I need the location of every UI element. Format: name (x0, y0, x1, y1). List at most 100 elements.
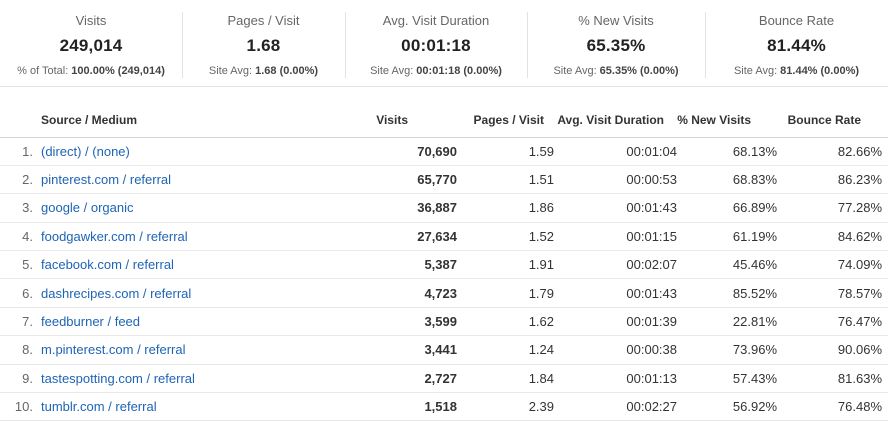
table-row: 5. facebook.com / referral 5,387 1.91 00:02:… (0, 250, 888, 280)
row-rank: 7. (0, 307, 33, 337)
avg-visit-duration-value: 00:01:15 (554, 222, 677, 252)
metric-label: Pages / Visit (227, 13, 300, 28)
avg-visit-duration-value: 00:01:43 (554, 278, 677, 308)
source-link[interactable]: feedburner / feed (41, 314, 141, 330)
new-visits-value: 73.96% (677, 335, 777, 365)
visits-value: 70,690 (347, 137, 457, 166)
avg-visit-duration-value: 00:02:27 (554, 392, 677, 422)
source-cell: tumblr.com / referral (33, 392, 347, 422)
visits-value: 36,887 (347, 193, 457, 223)
source-cell: google / organic (33, 193, 347, 223)
avg-visit-duration-value: 00:02:07 (554, 250, 677, 280)
source-link[interactable]: google / organic (41, 200, 134, 216)
source-cell: feedburner / feed (33, 307, 347, 337)
metric-value: 00:01:18 (401, 36, 471, 55)
row-rank: 6. (0, 278, 33, 308)
source-link[interactable]: pinterest.com / referral (41, 172, 172, 188)
bounce-rate-value: 90.06% (777, 335, 888, 365)
bounce-rate-value: 74.09% (777, 250, 888, 280)
metric-label: Avg. Visit Duration (382, 13, 490, 28)
row-rank: 2. (0, 165, 33, 195)
new-visits-value: 45.46% (677, 250, 777, 280)
metric-subtext: Site Avg: 81.44% (0.00%) (705, 65, 888, 77)
new-visits-value: 66.89% (677, 193, 777, 223)
bounce-rate-value: 76.47% (777, 307, 888, 337)
avg-visit-duration-value: 00:00:38 (554, 335, 677, 365)
bounce-rate-value: 82.66% (777, 137, 888, 166)
metric-sub-value: 65.35% (0.00%) (599, 65, 679, 77)
pages-per-visit-value: 1.59 (457, 137, 554, 166)
metric-sub-value: 100.00% (249,014) (71, 65, 165, 77)
avg-visit-duration-header[interactable]: Avg. Visit Duration (554, 103, 677, 138)
row-rank: 1. (0, 137, 33, 166)
row-rank: 9. (0, 364, 33, 394)
metric-label: Visits (75, 13, 107, 28)
visits-value: 5,387 (347, 250, 457, 280)
metric-value: 249,014 (59, 36, 123, 55)
rank-header (0, 103, 33, 138)
visits-value: 4,723 (347, 278, 457, 308)
metric-subtext: % of Total: 100.00% (249,014) (0, 65, 182, 77)
table-row: 6. dashrecipes.com / referral 4,723 1.79 00:… (0, 278, 888, 308)
source-link[interactable]: tastespotting.com / referral (41, 370, 195, 386)
row-rank: 3. (0, 193, 33, 223)
pages-per-visit-value: 1.79 (457, 278, 554, 308)
source-link[interactable]: facebook.com / referral (41, 257, 174, 273)
row-rank: 10. (0, 392, 33, 422)
table-header-row: Source / Medium Visits Pages / Visit Avg… (0, 103, 888, 138)
pages-per-visit-value: 1.62 (457, 307, 554, 337)
pages-per-visit-value: 1.52 (457, 222, 554, 252)
table-row: 9. tastespotting.com / referral 2,727 1.84 0… (0, 364, 888, 394)
table-row: 2. pinterest.com / referral 65,770 1.51 00:0… (0, 165, 888, 195)
table-row: 4. foodgawker.com / referral 27,634 1.52 00:… (0, 222, 888, 252)
metric-label: Bounce Rate (758, 13, 835, 28)
visits-value: 2,727 (347, 364, 457, 394)
new-visits-header[interactable]: % New Visits (677, 103, 777, 138)
new-visits-value: 68.13% (677, 137, 777, 166)
table-row: 8. m.pinterest.com / referral 3,441 1.24 00:… (0, 335, 888, 365)
pages-per-visit-value: 1.84 (457, 364, 554, 394)
avg-visit-duration-value: 00:01:39 (554, 307, 677, 337)
avg-visit-duration-value: 00:01:13 (554, 364, 677, 394)
metric-value: 1.68 (246, 36, 281, 55)
sources-table: Source / Medium Visits Pages / Visit Avg… (0, 103, 888, 422)
summary-card-visits: Visits 249,014 % of Total: 100.00% (249,0… (0, 0, 182, 86)
source-cell: tastespotting.com / referral (33, 364, 347, 394)
pages-per-visit-value: 1.91 (457, 250, 554, 280)
new-visits-value: 68.83% (677, 165, 777, 195)
bounce-rate-value: 76.48% (777, 392, 888, 422)
metric-sub-prefix: Site Avg: (553, 65, 597, 77)
new-visits-value: 61.19% (677, 222, 777, 252)
source-link[interactable]: m.pinterest.com / referral (41, 342, 186, 358)
new-visits-value: 57.43% (677, 364, 777, 394)
pages-per-visit-value: 1.24 (457, 335, 554, 365)
pages-per-visit-header[interactable]: Pages / Visit (457, 103, 554, 138)
row-rank: 4. (0, 222, 33, 252)
avg-visit-duration-value: 00:01:04 (554, 137, 677, 166)
source-link[interactable]: tumblr.com / referral (41, 399, 157, 415)
pages-per-visit-value: 1.51 (457, 165, 554, 195)
metric-label: % New Visits (578, 13, 654, 28)
source-cell: m.pinterest.com / referral (33, 335, 347, 365)
source-link[interactable]: (direct) / (none) (41, 143, 130, 159)
source-cell: facebook.com / referral (33, 250, 347, 280)
table-row: 10. tumblr.com / referral 1,518 2.39 00:02:2… (0, 392, 888, 422)
visits-header[interactable]: Visits (347, 103, 457, 138)
metric-subtext: Site Avg: 65.35% (0.00%) (527, 65, 705, 77)
pages-per-visit-value: 1.86 (457, 193, 554, 223)
bounce-rate-value: 84.62% (777, 222, 888, 252)
avg-visit-duration-value: 00:01:43 (554, 193, 677, 223)
bounce-rate-value: 77.28% (777, 193, 888, 223)
source-cell: dashrecipes.com / referral (33, 278, 347, 308)
source-link[interactable]: dashrecipes.com / referral (41, 285, 192, 301)
source-cell: pinterest.com / referral (33, 165, 347, 195)
bounce-rate-header[interactable]: Bounce Rate (777, 103, 888, 138)
metric-sub-value: 00:01:18 (0.00%) (416, 65, 502, 77)
avg-visit-duration-value: 00:00:53 (554, 165, 677, 195)
metric-subtext: Site Avg: 00:01:18 (0.00%) (345, 65, 527, 77)
table-row: 1. (direct) / (none) 70,690 1.59 00:01:04 68.… (0, 137, 888, 166)
source-medium-header[interactable]: Source / Medium (33, 103, 347, 138)
source-link[interactable]: foodgawker.com / referral (41, 228, 188, 244)
metric-sub-value: 81.44% (0.00%) (780, 65, 860, 77)
